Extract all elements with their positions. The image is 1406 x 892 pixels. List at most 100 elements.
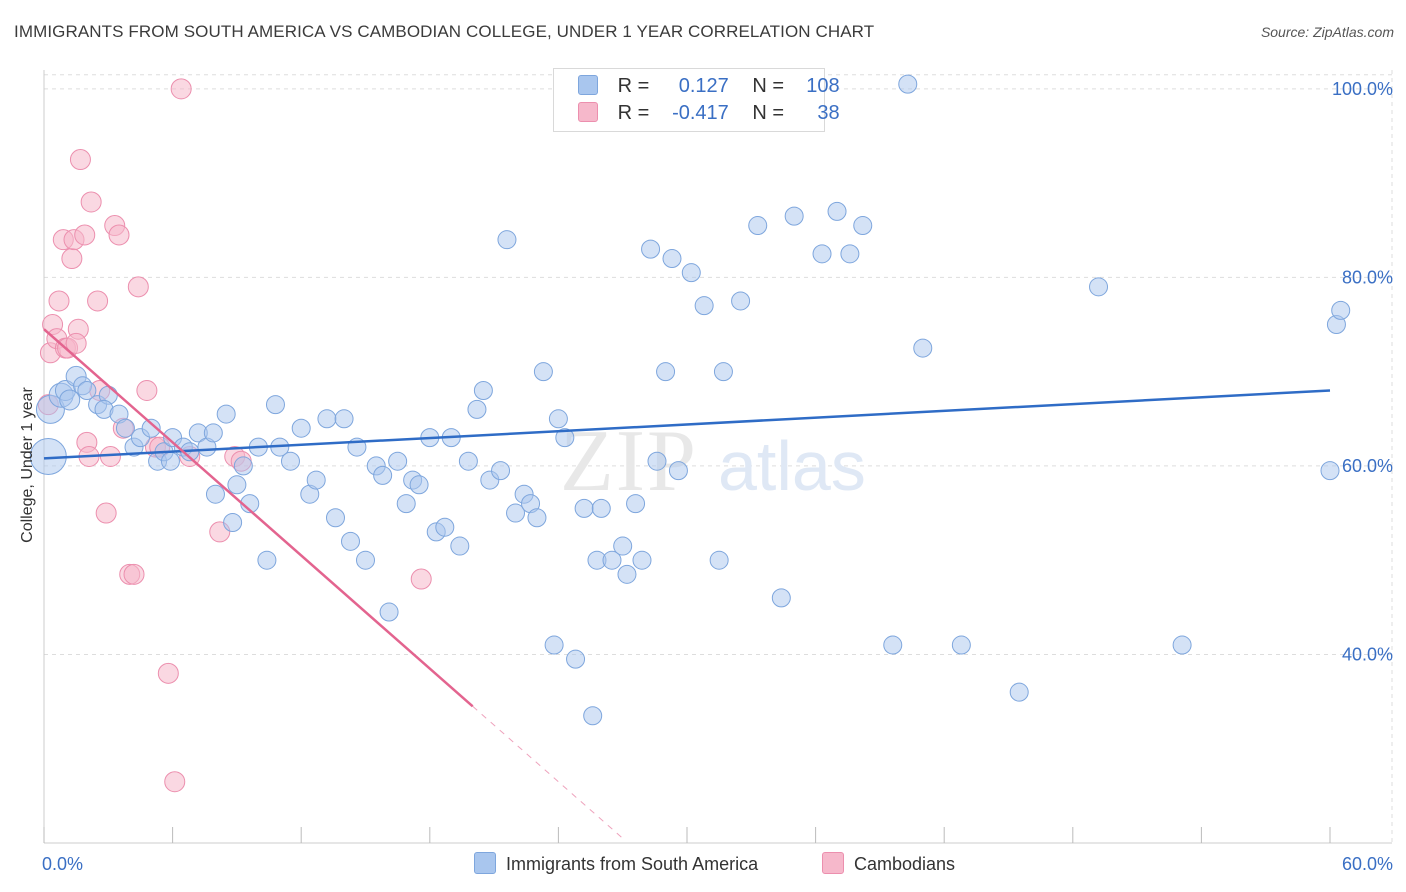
y-tick-label: 80.0% [1342, 267, 1393, 287]
data-point-immigrants [662, 249, 682, 269]
data-point-immigrants [898, 74, 918, 94]
data-point-immigrants [325, 508, 345, 528]
data-point-immigrants [356, 550, 375, 570]
r-label: R = [617, 102, 650, 124]
trend-lines [43, 328, 1331, 839]
data-point-immigrants [566, 649, 586, 669]
data-point-immigrants [396, 494, 416, 514]
data-point-immigrants [473, 381, 493, 401]
legend-label: Immigrants from South America [506, 854, 759, 874]
data-point-immigrants [1320, 461, 1340, 481]
chart-title: IMMIGRANTS FROM SOUTH AMERICA VS CAMBODI… [14, 22, 875, 41]
data-point-immigrants [379, 602, 399, 622]
data-point-immigrants [583, 706, 603, 726]
data-point-immigrants [533, 362, 553, 382]
data-point-immigrants [681, 263, 701, 283]
data-point-immigrants [291, 418, 311, 438]
data-point-immigrants [771, 588, 791, 608]
data-point-immigrants [317, 409, 337, 429]
data-point-immigrants [141, 418, 161, 438]
n-value: 38 [817, 102, 840, 124]
data-point-immigrants [467, 399, 487, 419]
data-point-immigrants [602, 550, 622, 570]
data-point-immigrants [388, 451, 408, 471]
data-point-immigrants [450, 536, 470, 556]
x-tick-label: 0.0% [42, 854, 83, 874]
data-point-cambodians [157, 662, 179, 684]
data-point-immigrants [632, 550, 652, 570]
data-point-cambodians [80, 191, 102, 213]
r-value: 0.127 [678, 75, 729, 97]
data-point-cambodians [108, 224, 130, 246]
trend-line-immigrants [43, 389, 1331, 460]
data-point-cambodians [74, 224, 96, 246]
data-point-immigrants [668, 461, 688, 481]
data-point-immigrants [233, 456, 253, 476]
data-point-immigrants [840, 244, 860, 264]
data-point-immigrants [203, 423, 223, 443]
blue-swatch [474, 852, 496, 874]
data-point-immigrants [1331, 300, 1351, 320]
data-point-immigrants [1172, 635, 1192, 655]
data-point-immigrants [257, 550, 277, 570]
tick-labels: 40.0% 60.0% 80.0% 100.0% 0.0% 60.0% [42, 79, 1393, 874]
data-point-immigrants [555, 428, 575, 448]
data-point-immigrants [59, 389, 81, 411]
data-point-immigrants [626, 494, 646, 514]
data-point-cambodians [170, 78, 192, 100]
data-point-immigrants [160, 451, 180, 471]
data-point-immigrants [216, 404, 236, 424]
x-tick-label: 60.0% [1342, 854, 1393, 874]
data-point-cambodians [95, 502, 117, 524]
legend-label: Cambodians [854, 854, 956, 874]
blue-swatch [578, 75, 598, 95]
legend-item-cambodians: Cambodians [822, 852, 955, 875]
data-point-immigrants [913, 338, 933, 358]
data-point-immigrants [497, 230, 517, 250]
chart-source: Source: ZipAtlas.com [1260, 24, 1394, 40]
data-point-cambodians [65, 332, 87, 354]
data-point-cambodians [69, 149, 91, 171]
data-point-cambodians [410, 568, 432, 590]
y-tick-label: 100.0% [1332, 79, 1393, 99]
data-point-cambodians [48, 290, 70, 312]
data-point-immigrants [694, 296, 714, 316]
data-point-immigrants [613, 536, 633, 556]
data-point-immigrants [373, 465, 393, 485]
data-point-immigrants [812, 244, 832, 264]
data-point-immigrants [853, 216, 873, 236]
data-point-immigrants [656, 362, 676, 382]
data-point-immigrants [617, 564, 637, 584]
pink-swatch [822, 852, 844, 874]
data-point-immigrants [748, 216, 768, 236]
r-label: R = [617, 75, 650, 97]
data-point-immigrants [227, 475, 247, 495]
y-tick-label: 40.0% [1342, 644, 1393, 664]
data-point-immigrants [280, 451, 300, 471]
grid-lines [44, 70, 1393, 843]
n-value: 108 [806, 75, 840, 97]
data-point-immigrants [527, 508, 547, 528]
y-axis-label: College, Under 1 year [19, 387, 36, 543]
data-point-immigrants [265, 395, 285, 415]
stats-row-cambodians: R = -0.417 N = 38 [578, 102, 840, 125]
data-point-immigrants [883, 635, 903, 655]
data-point-immigrants [77, 381, 97, 401]
data-point-immigrants [713, 362, 733, 382]
data-point-immigrants [574, 498, 594, 518]
stats-row-immigrants: R = 0.127 N = 108 [578, 75, 840, 98]
data-point-cambodians [164, 771, 186, 793]
data-point-immigrants [1009, 682, 1029, 702]
data-point-immigrants [951, 635, 971, 655]
data-point-immigrants [827, 201, 847, 221]
data-point-immigrants [709, 550, 729, 570]
pink-swatch [578, 102, 598, 122]
data-point-immigrants [731, 291, 751, 311]
data-point-immigrants [340, 531, 360, 551]
data-point-immigrants [641, 239, 661, 259]
data-point-immigrants [115, 418, 135, 438]
data-point-immigrants [223, 512, 243, 532]
data-point-cambodians [99, 446, 121, 467]
trend-line-cambodians-extension [472, 705, 624, 839]
trend-line-cambodians [43, 328, 474, 708]
